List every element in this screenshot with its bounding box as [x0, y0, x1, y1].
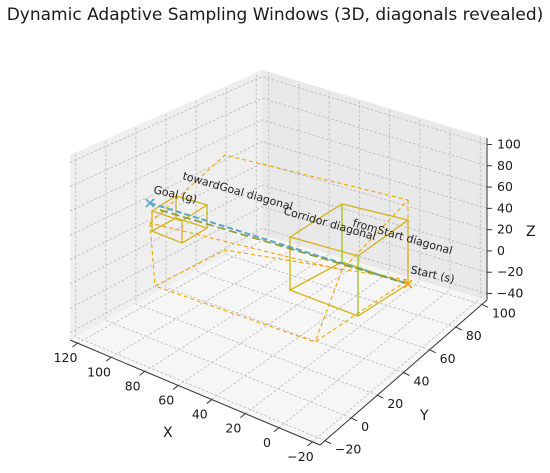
pane-right [262, 70, 487, 300]
tick-layer: 120100806040200−20100806040200−201008060… [54, 136, 524, 463]
gridline-y-2 [135, 125, 378, 396]
gridline-z-0 [69, 76, 488, 163]
gridline-x-7 [312, 135, 481, 443]
gridline-y-3 [165, 112, 404, 373]
corridor-edge-1 [149, 222, 156, 287]
x-tick-mark [240, 413, 246, 419]
corridor-bottom [154, 249, 410, 343]
x-tick-mark [206, 399, 213, 404]
gridline-y-5 [225, 85, 456, 328]
z-tick-label: 80 [497, 158, 513, 173]
z-tick-label: −40 [497, 286, 523, 301]
start-marker [403, 279, 413, 289]
z-tick-label: 100 [497, 136, 521, 151]
gridline-y-4 [195, 99, 430, 351]
path-line [149, 202, 409, 285]
gridline-x-4 [211, 108, 391, 400]
z-tick-label: −20 [497, 264, 523, 279]
y-tick-label: 60 [440, 351, 456, 366]
y-tick-label: −20 [335, 442, 361, 457]
x-axis-line [69, 339, 321, 446]
corridor-edge-2 [314, 269, 343, 343]
gridline-z-3 [69, 141, 488, 236]
goal-marker-stroke-2 [145, 198, 155, 208]
z-axis-label: Z [526, 224, 536, 240]
gridline-x-6 [278, 126, 451, 429]
start-window [288, 203, 410, 317]
start-marker-stroke-2 [403, 279, 413, 289]
y-tick-mark [324, 440, 332, 445]
x-tick-mark [307, 441, 313, 447]
z-tick-label: 40 [497, 200, 513, 215]
gridline-y-1 [105, 139, 352, 419]
x-tick-mark [139, 370, 145, 376]
z-tick-label: 20 [497, 222, 513, 237]
y-tick-label: 20 [387, 396, 403, 411]
y-tick-mark [350, 417, 358, 422]
gridline-x-5 [245, 117, 421, 414]
y-tick-label: 0 [361, 419, 369, 434]
gridline-x-0 [77, 72, 270, 344]
x-tick-label: 120 [54, 350, 78, 365]
pane-group [70, 70, 487, 445]
y-tick-label: 100 [492, 305, 516, 320]
y-axis-label: Y [419, 408, 429, 424]
x-tick-label: 0 [263, 435, 271, 450]
z-tick-label: 60 [497, 179, 513, 194]
y-tick-mark [403, 372, 410, 376]
y-tick-mark [377, 394, 384, 399]
x-tick-mark [172, 385, 179, 390]
y-tick-mark [455, 326, 463, 331]
pane-floor [70, 235, 487, 445]
x-tick-mark [72, 342, 78, 348]
x-tick-label: −20 [287, 449, 313, 464]
x-tick-label: 60 [158, 392, 174, 407]
goal-marker [145, 198, 155, 208]
x-tick-mark [273, 427, 280, 433]
x-tick-label: 20 [225, 421, 241, 436]
x-axis-label: X [163, 425, 173, 441]
corridor-diagonal-line [159, 209, 406, 284]
chart-title: Dynamic Adaptive Sampling Windows (3D, d… [6, 5, 544, 25]
z-tick-label: 0 [497, 243, 505, 258]
y-tick-label: 40 [414, 374, 430, 389]
gridline-z-7 [69, 227, 488, 333]
gridline-x-1 [110, 81, 300, 358]
y-tick-mark [429, 349, 436, 354]
gridline-y-0 [75, 152, 326, 442]
x-tick-label: 80 [125, 378, 141, 393]
gridline-x-3 [177, 99, 360, 386]
x-tick-mark [105, 356, 112, 362]
x-tick-label: 100 [87, 364, 111, 379]
gridline-z-6 [69, 206, 488, 309]
gridline-z-4 [69, 162, 488, 261]
gridline-x-2 [144, 90, 330, 372]
gridline-z-2 [69, 119, 488, 212]
y-tick-mark [481, 303, 489, 308]
x-tick-label: 40 [192, 407, 208, 422]
goal-window [150, 195, 209, 244]
y-tick-label: 80 [466, 328, 482, 343]
